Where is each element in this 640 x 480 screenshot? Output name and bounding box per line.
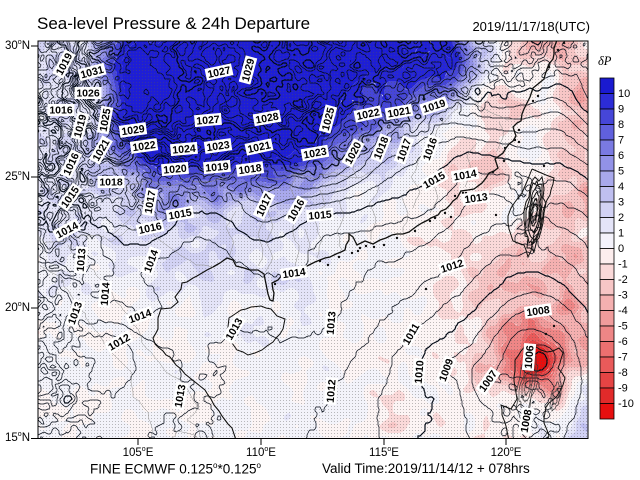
svg-text:1019: 1019 <box>205 161 229 175</box>
svg-text:-8: -8 <box>618 367 628 379</box>
svg-text:1016: 1016 <box>49 105 73 117</box>
svg-text:1024: 1024 <box>172 143 196 157</box>
svg-text:1013: 1013 <box>173 383 189 408</box>
svg-text:1022: 1022 <box>132 139 157 154</box>
svg-text:1025: 1025 <box>320 106 338 132</box>
svg-text:4: 4 <box>618 181 624 193</box>
svg-text:1021: 1021 <box>246 139 271 156</box>
svg-text:10: 10 <box>618 88 630 100</box>
svg-text:1025: 1025 <box>98 107 114 132</box>
svg-text:1015: 1015 <box>308 209 332 223</box>
svg-text:3: 3 <box>618 197 624 209</box>
svg-text:1028: 1028 <box>255 111 280 127</box>
svg-text:1018: 1018 <box>238 162 263 177</box>
svg-text:1018: 1018 <box>99 177 123 189</box>
svg-text:1027: 1027 <box>206 64 231 81</box>
svg-text:8: 8 <box>618 119 624 131</box>
svg-text:1008: 1008 <box>526 304 551 319</box>
svg-text:1013: 1013 <box>325 311 339 335</box>
svg-text:1016: 1016 <box>137 220 162 237</box>
svg-text:1019: 1019 <box>72 113 90 139</box>
svg-text:1006: 1006 <box>523 345 537 369</box>
svg-text:1014: 1014 <box>99 282 113 306</box>
svg-text:1: 1 <box>618 228 624 240</box>
svg-text:-9: -9 <box>618 383 628 395</box>
svg-text:1027: 1027 <box>196 114 220 128</box>
svg-text:1031: 1031 <box>79 64 105 82</box>
svg-text:9: 9 <box>618 104 624 116</box>
svg-text:7: 7 <box>618 135 624 147</box>
svg-text:-5: -5 <box>618 321 628 333</box>
svg-text:1021: 1021 <box>387 105 412 121</box>
svg-text:-10: -10 <box>618 398 634 410</box>
svg-text:1022: 1022 <box>355 106 380 123</box>
svg-text:1010: 1010 <box>413 360 427 384</box>
svg-text:2: 2 <box>618 212 624 224</box>
svg-text:1020: 1020 <box>163 163 187 177</box>
svg-text:-3: -3 <box>618 290 628 302</box>
svg-text:-7: -7 <box>618 352 628 364</box>
svg-text:-2: -2 <box>618 274 628 286</box>
svg-text:1013: 1013 <box>75 248 89 272</box>
svg-text:1013: 1013 <box>464 191 489 206</box>
svg-text:1014: 1014 <box>453 168 478 184</box>
svg-text:0: 0 <box>618 243 624 255</box>
svg-text:1014: 1014 <box>282 266 307 281</box>
svg-text:1029: 1029 <box>121 123 146 138</box>
svg-text:-1: -1 <box>618 259 628 271</box>
svg-text:-4: -4 <box>618 305 628 317</box>
svg-text:1015: 1015 <box>168 207 193 223</box>
svg-text:1017: 1017 <box>143 189 159 214</box>
svg-text:-6: -6 <box>618 336 628 348</box>
svg-text:1026: 1026 <box>76 88 100 100</box>
svg-text:1008: 1008 <box>519 408 535 433</box>
svg-text:1029: 1029 <box>240 57 258 83</box>
svg-text:6: 6 <box>618 150 624 162</box>
svg-text:1023: 1023 <box>303 146 328 162</box>
svg-text:1012: 1012 <box>325 379 339 403</box>
svg-text:1023: 1023 <box>206 139 231 154</box>
svg-text:5: 5 <box>618 166 624 178</box>
